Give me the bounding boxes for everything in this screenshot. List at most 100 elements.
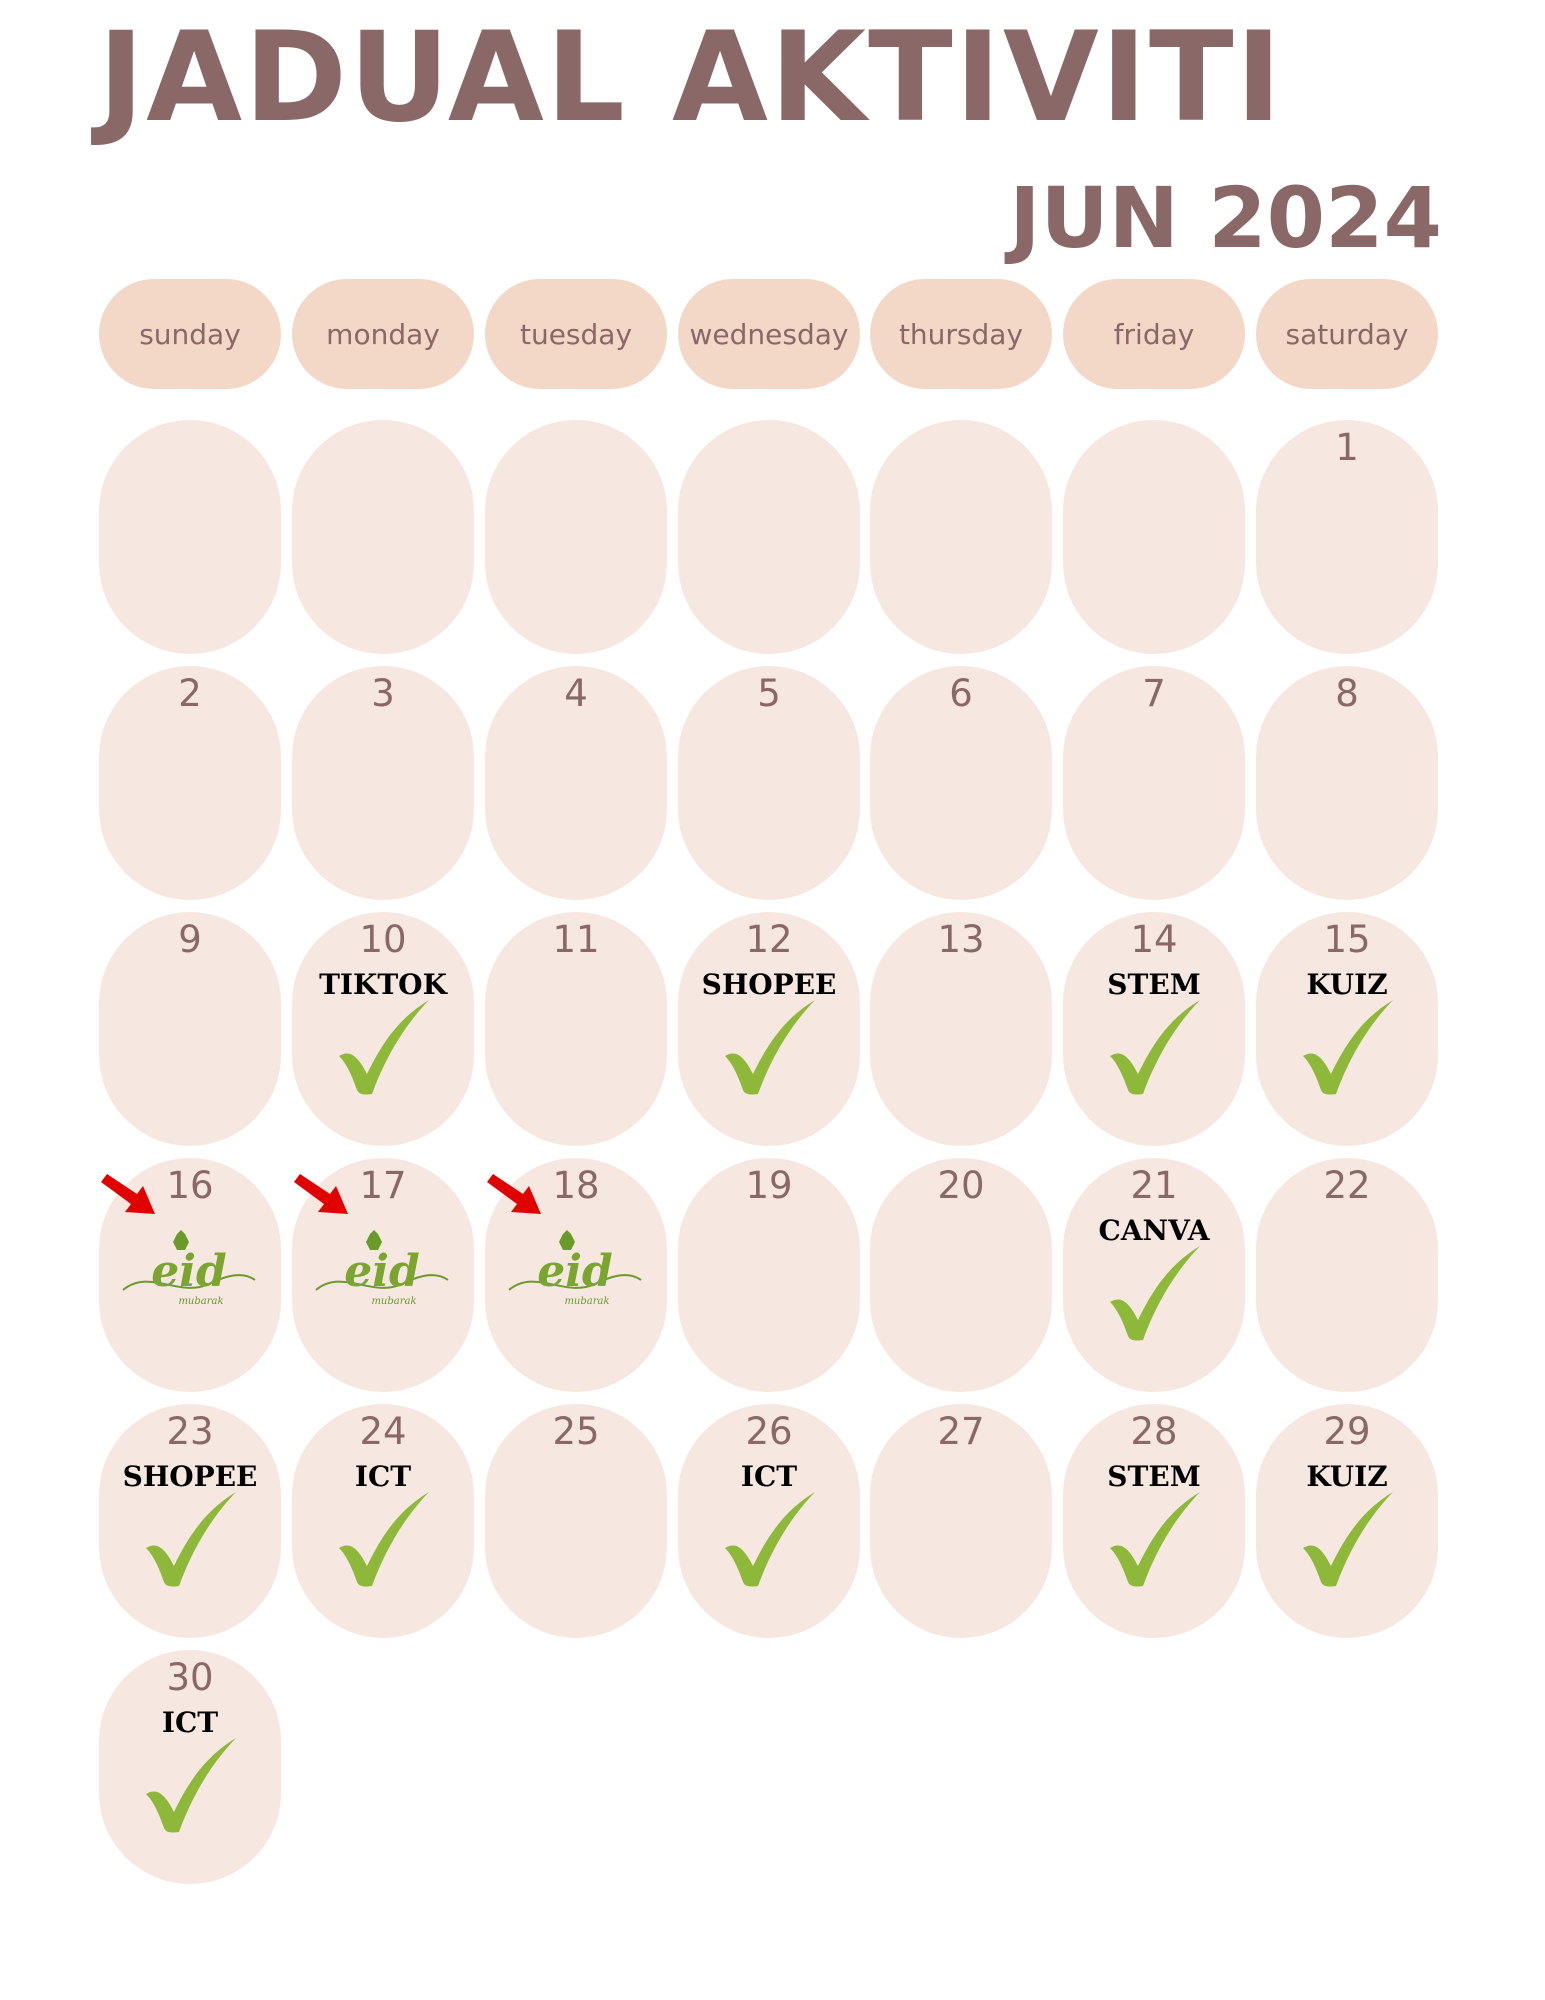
day-number: 6 bbox=[949, 672, 973, 715]
day-cell-3[interactable]: 3 bbox=[292, 666, 474, 900]
weekday-header-friday: friday bbox=[1063, 279, 1245, 389]
day-cell-13[interactable]: 13 bbox=[870, 912, 1052, 1146]
day-cell-26[interactable]: 26 ICT bbox=[678, 1404, 860, 1638]
day-number: 4 bbox=[564, 672, 588, 715]
day-number: 9 bbox=[178, 918, 202, 961]
eid-word: eid bbox=[537, 1246, 612, 1297]
activity-label: SHOPEE bbox=[122, 1460, 258, 1493]
check-icon bbox=[339, 1000, 429, 1095]
eid-word: eid bbox=[344, 1246, 419, 1297]
day-cell-10[interactable]: 10 TIKTOK bbox=[292, 912, 474, 1146]
activity-label: CANVA bbox=[1098, 1214, 1210, 1247]
eid-sub-word: mubarak bbox=[178, 1296, 223, 1307]
activity-label: STEM bbox=[1107, 1460, 1201, 1493]
check-icon bbox=[1110, 1492, 1200, 1587]
eid-word: eid bbox=[151, 1246, 226, 1297]
day-number: 15 bbox=[1323, 918, 1371, 961]
day-cell-4[interactable]: 4 bbox=[485, 666, 667, 900]
day-number: 20 bbox=[937, 1164, 985, 1207]
eid-sub-word: mubarak bbox=[371, 1296, 416, 1307]
day-cell-11[interactable]: 11 bbox=[485, 912, 667, 1146]
day-number: 21 bbox=[1130, 1164, 1178, 1207]
check-icon bbox=[725, 1000, 815, 1095]
activity-label: ICT bbox=[161, 1706, 219, 1739]
activity-label: KUIZ bbox=[1306, 1460, 1388, 1493]
day-cell-30[interactable]: 30 ICT bbox=[99, 1650, 281, 1884]
day-number: 5 bbox=[757, 672, 781, 715]
activity-label: TIKTOK bbox=[319, 968, 447, 1001]
day-number: 28 bbox=[1130, 1410, 1178, 1453]
page-title: JADUAL AKTIVITI bbox=[98, 6, 1284, 150]
day-number: 18 bbox=[552, 1164, 600, 1207]
day-number: 7 bbox=[1142, 672, 1166, 715]
check-icon bbox=[725, 1492, 815, 1587]
day-cell-1[interactable]: 1 bbox=[1256, 420, 1438, 654]
weekday-header-monday: monday bbox=[292, 279, 474, 389]
activity-label: ICT bbox=[740, 1460, 798, 1493]
day-cell-7[interactable]: 7 bbox=[1063, 666, 1245, 900]
day-number: 24 bbox=[359, 1410, 407, 1453]
weekday-header-tuesday: tuesday bbox=[485, 279, 667, 389]
empty-day-cell bbox=[99, 420, 281, 654]
day-number: 14 bbox=[1130, 918, 1178, 961]
day-number: 22 bbox=[1323, 1164, 1371, 1207]
day-cell-25[interactable]: 25 bbox=[485, 1404, 667, 1638]
red-arrow-icon bbox=[294, 1174, 348, 1214]
day-cell-23[interactable]: 23 SHOPEE bbox=[99, 1404, 281, 1638]
red-arrow-icon bbox=[101, 1174, 155, 1214]
day-number: 23 bbox=[166, 1410, 214, 1453]
day-number: 3 bbox=[371, 672, 395, 715]
day-cell-6[interactable]: 6 bbox=[870, 666, 1052, 900]
activity-label: KUIZ bbox=[1306, 968, 1388, 1001]
day-cell-5[interactable]: 5 bbox=[678, 666, 860, 900]
day-number: 19 bbox=[745, 1164, 793, 1207]
day-number: 29 bbox=[1323, 1410, 1371, 1453]
day-cell-9[interactable]: 9 bbox=[99, 912, 281, 1146]
weekday-header-wednesday: wednesday bbox=[678, 279, 860, 389]
activity-label: ICT bbox=[354, 1460, 412, 1493]
check-icon bbox=[339, 1492, 429, 1587]
day-number: 26 bbox=[745, 1410, 793, 1453]
check-icon bbox=[146, 1738, 236, 1833]
check-icon bbox=[1303, 1492, 1393, 1587]
day-cell-22[interactable]: 22 bbox=[1256, 1158, 1438, 1392]
day-number: 8 bbox=[1335, 672, 1359, 715]
day-cell-28[interactable]: 28 STEM bbox=[1063, 1404, 1245, 1638]
day-cell-24[interactable]: 24 ICT bbox=[292, 1404, 474, 1638]
empty-day-cell bbox=[870, 420, 1052, 654]
day-number: 25 bbox=[552, 1410, 600, 1453]
day-number: 10 bbox=[359, 918, 407, 961]
activity-label: STEM bbox=[1107, 968, 1201, 1001]
day-cell-8[interactable]: 8 bbox=[1256, 666, 1438, 900]
weekday-header-thursday: thursday bbox=[870, 279, 1052, 389]
day-number: 1 bbox=[1335, 426, 1359, 469]
red-arrow-icon bbox=[487, 1174, 541, 1214]
day-cell-12[interactable]: 12 SHOPEE bbox=[678, 912, 860, 1146]
day-cell-14[interactable]: 14 STEM bbox=[1063, 912, 1245, 1146]
empty-day-cell bbox=[292, 420, 474, 654]
day-number: 16 bbox=[166, 1164, 214, 1207]
check-icon bbox=[1110, 1246, 1200, 1341]
empty-day-cell bbox=[1063, 420, 1245, 654]
check-icon bbox=[1110, 1000, 1200, 1095]
day-cell-20[interactable]: 20 bbox=[870, 1158, 1052, 1392]
day-number: 2 bbox=[178, 672, 202, 715]
activity-label: SHOPEE bbox=[701, 968, 837, 1001]
day-cell-19[interactable]: 19 bbox=[678, 1158, 860, 1392]
empty-day-cell bbox=[678, 420, 860, 654]
day-number: 27 bbox=[937, 1410, 985, 1453]
day-cell-27[interactable]: 27 bbox=[870, 1404, 1052, 1638]
day-cell-15[interactable]: 15 KUIZ bbox=[1256, 912, 1438, 1146]
day-cell-21[interactable]: 21 CANVA bbox=[1063, 1158, 1245, 1392]
day-number: 17 bbox=[359, 1164, 407, 1207]
day-cell-2[interactable]: 2 bbox=[99, 666, 281, 900]
weekday-header-sunday: sunday bbox=[99, 279, 281, 389]
day-cell-17[interactable]: 17 eid mubarak bbox=[292, 1158, 474, 1392]
eid-sub-word: mubarak bbox=[564, 1296, 609, 1307]
day-number: 12 bbox=[745, 918, 793, 961]
check-icon bbox=[1303, 1000, 1393, 1095]
day-cell-29[interactable]: 29 KUIZ bbox=[1256, 1404, 1438, 1638]
